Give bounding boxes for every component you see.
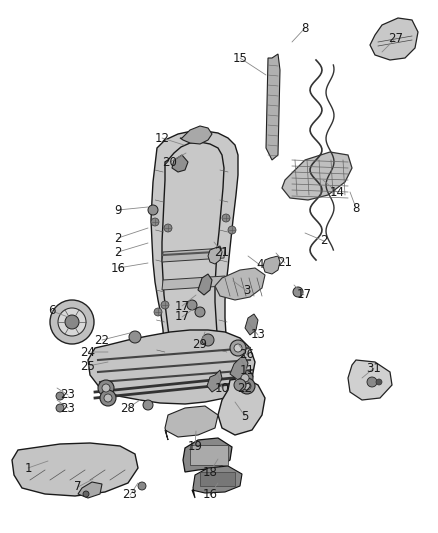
Text: 17: 17 — [174, 300, 190, 312]
Polygon shape — [263, 256, 280, 274]
Polygon shape — [208, 246, 222, 264]
Polygon shape — [192, 466, 242, 498]
Circle shape — [138, 482, 146, 490]
Circle shape — [56, 392, 64, 400]
Circle shape — [293, 287, 303, 297]
Text: 15: 15 — [233, 52, 247, 64]
Polygon shape — [12, 443, 138, 496]
Text: 6: 6 — [48, 304, 56, 318]
Circle shape — [230, 340, 246, 356]
Polygon shape — [282, 152, 352, 200]
Text: 17: 17 — [297, 288, 311, 302]
Circle shape — [161, 301, 169, 309]
Text: 7: 7 — [74, 481, 82, 494]
Text: 24: 24 — [81, 345, 95, 359]
Circle shape — [228, 226, 236, 234]
PathPatch shape — [151, 131, 238, 398]
Polygon shape — [172, 155, 188, 172]
Text: 29: 29 — [192, 338, 208, 351]
Text: 19: 19 — [187, 440, 202, 453]
Text: 21: 21 — [215, 246, 230, 259]
Circle shape — [148, 205, 158, 215]
Text: 22: 22 — [95, 334, 110, 346]
Bar — [200, 472, 235, 486]
Circle shape — [187, 300, 197, 310]
Text: 1: 1 — [24, 462, 32, 474]
Circle shape — [129, 331, 141, 343]
Text: 5: 5 — [241, 409, 249, 423]
Circle shape — [154, 308, 162, 316]
Text: 4: 4 — [256, 259, 264, 271]
Circle shape — [56, 404, 64, 412]
Polygon shape — [348, 360, 392, 400]
Circle shape — [367, 377, 377, 387]
Text: 18: 18 — [202, 465, 217, 479]
Circle shape — [83, 491, 89, 497]
Polygon shape — [78, 482, 102, 498]
Circle shape — [164, 224, 172, 232]
Polygon shape — [218, 378, 265, 435]
Circle shape — [222, 214, 230, 222]
Circle shape — [143, 400, 153, 410]
Polygon shape — [266, 54, 280, 160]
Text: 2: 2 — [114, 231, 122, 245]
Circle shape — [243, 382, 251, 390]
Text: 12: 12 — [155, 132, 170, 144]
Text: 9: 9 — [114, 204, 122, 216]
Text: 8: 8 — [301, 21, 309, 35]
Circle shape — [237, 370, 253, 386]
Circle shape — [102, 384, 110, 392]
Circle shape — [376, 379, 382, 385]
Text: 23: 23 — [123, 489, 138, 502]
Circle shape — [239, 378, 255, 394]
Text: 16: 16 — [110, 262, 126, 274]
Circle shape — [98, 380, 114, 396]
Polygon shape — [180, 126, 212, 144]
Text: 14: 14 — [329, 185, 345, 198]
Circle shape — [50, 300, 94, 344]
Circle shape — [234, 344, 242, 352]
Circle shape — [195, 307, 205, 317]
Text: 13: 13 — [251, 328, 265, 342]
Text: 31: 31 — [367, 361, 381, 375]
Polygon shape — [165, 406, 218, 440]
Polygon shape — [162, 276, 225, 290]
Circle shape — [234, 379, 246, 391]
Polygon shape — [88, 330, 255, 404]
Polygon shape — [215, 268, 265, 300]
Text: 25: 25 — [81, 359, 95, 373]
Polygon shape — [370, 18, 418, 60]
Polygon shape — [230, 355, 248, 380]
Text: 21: 21 — [278, 256, 293, 270]
Bar — [190, 445, 228, 465]
Text: 28: 28 — [120, 401, 135, 415]
Text: 26: 26 — [240, 349, 254, 361]
Text: 20: 20 — [162, 156, 177, 168]
Text: 8: 8 — [352, 201, 360, 214]
Text: 27: 27 — [389, 31, 403, 44]
Circle shape — [58, 308, 86, 336]
Circle shape — [241, 374, 249, 382]
Text: 16: 16 — [202, 489, 218, 502]
Text: 23: 23 — [60, 389, 75, 401]
Text: 3: 3 — [244, 285, 251, 297]
Polygon shape — [162, 248, 225, 262]
Polygon shape — [245, 314, 258, 335]
Text: 2: 2 — [320, 235, 328, 247]
Text: 10: 10 — [215, 382, 230, 394]
Circle shape — [202, 334, 214, 346]
Circle shape — [65, 315, 79, 329]
Polygon shape — [183, 438, 232, 472]
Text: 23: 23 — [60, 401, 75, 415]
Polygon shape — [207, 370, 222, 392]
Circle shape — [104, 394, 112, 402]
Text: 22: 22 — [237, 382, 252, 394]
Polygon shape — [198, 274, 212, 295]
Circle shape — [151, 218, 159, 226]
Text: 17: 17 — [174, 311, 190, 324]
Text: 2: 2 — [114, 246, 122, 259]
Circle shape — [100, 390, 116, 406]
Text: 11: 11 — [240, 364, 254, 376]
